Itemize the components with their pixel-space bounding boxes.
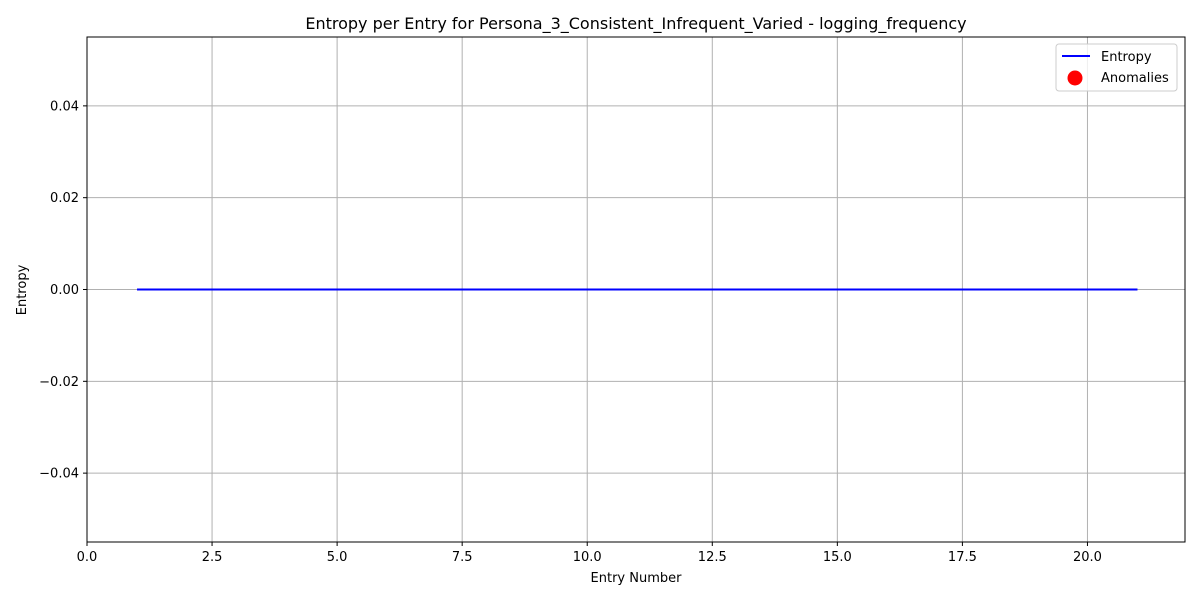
- x-tick-label: 17.5: [948, 550, 977, 565]
- legend: Entropy Anomalies: [1055, 43, 1178, 92]
- x-tick-label: 2.5: [202, 550, 223, 565]
- x-axis-label: Entry Number: [591, 571, 683, 586]
- y-tick-label: −0.04: [39, 467, 79, 482]
- y-tick-label: 0.02: [50, 191, 79, 206]
- y-tick-label: −0.02: [39, 375, 79, 390]
- x-tick-label: 5.0: [327, 550, 348, 565]
- x-tick-label: 0.0: [77, 550, 98, 565]
- x-tick-label: 20.0: [1073, 550, 1102, 565]
- x-tick-label: 7.5: [452, 550, 473, 565]
- y-tick-label: 0.04: [50, 99, 79, 114]
- chart-title: Entropy per Entry for Persona_3_Consiste…: [305, 14, 966, 34]
- x-tick-label: 12.5: [698, 550, 727, 565]
- x-tick-label: 15.0: [823, 550, 852, 565]
- y-tick-label: 0.00: [50, 283, 79, 298]
- y-axis-label: Entropy: [15, 264, 30, 315]
- legend-anomalies-label: Anomalies: [1101, 71, 1169, 86]
- axis-ticks: 0.0 2.5 5.0 7.5 10.0 12.5 15.0 17.5 20.0 −0.04 −0.…: [39, 99, 1102, 565]
- legend-entropy-label: Entropy: [1101, 50, 1152, 65]
- x-tick-label: 10.0: [573, 550, 602, 565]
- legend-anomalies-swatch: [1067, 70, 1083, 86]
